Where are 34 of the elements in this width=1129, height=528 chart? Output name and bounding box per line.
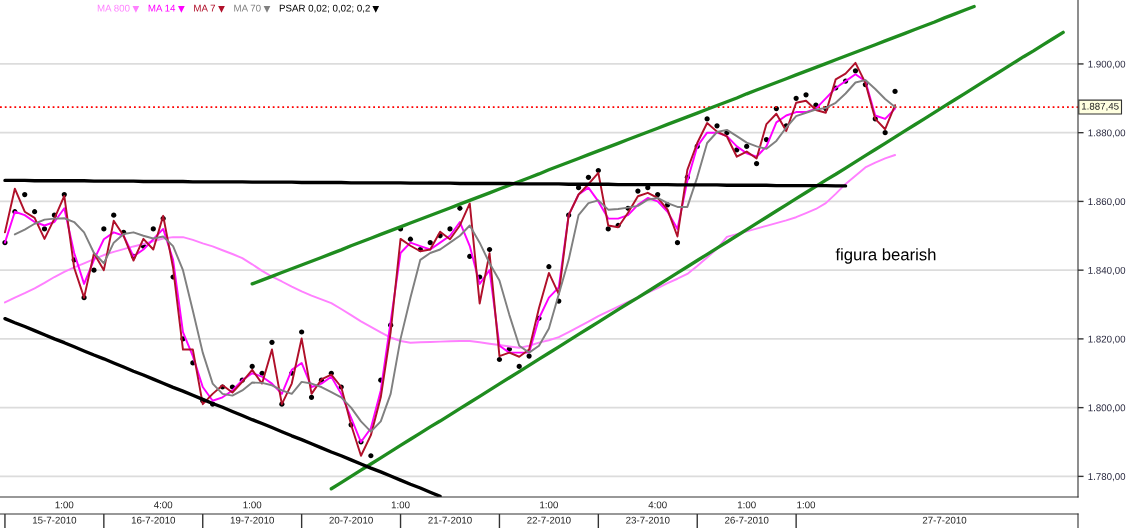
y-tick-label: 1.800,00 — [1088, 404, 1126, 413]
line-series — [250, 4, 976, 286]
line-series — [329, 30, 1065, 491]
annotation: figura bearish — [835, 248, 936, 264]
x-tick-label: 4:00 — [153, 501, 173, 509]
y-tick-label: 1.820,00 — [1088, 335, 1126, 344]
legend-label: PSAR 0,02; 0,02; 0,2 — [279, 4, 370, 13]
y-tick-label: 1.900,00 — [1088, 60, 1126, 69]
category-label: 22-7-2010 — [527, 516, 571, 524]
x-tick-label: 1:00 — [243, 501, 262, 509]
category-label: 16-7-2010 — [131, 516, 176, 524]
category-label: 23-7-2010 — [626, 516, 670, 524]
x-tick-label: 1:00 — [55, 501, 74, 509]
category-label: 19-7-2010 — [230, 516, 274, 524]
category-label: 21-7-2010 — [428, 516, 472, 524]
ref-line-label: 1.887,45 — [1081, 102, 1119, 111]
legend-label: MA 70 — [234, 4, 261, 12]
category-label: 27-7-2010 — [922, 516, 967, 524]
legend-label: MA 14 — [148, 4, 176, 12]
y-tick-label: 1.880,00 — [1088, 129, 1126, 138]
category-label: 15-7-2010 — [32, 516, 77, 524]
x-tick-label: 4:00 — [648, 501, 667, 509]
y-tick-label: 1.860,00 — [1088, 198, 1126, 207]
line-series — [3, 316, 442, 497]
y-tick-label: 1.840,00 — [1088, 266, 1126, 275]
category-label: 26-7-2010 — [725, 516, 769, 524]
x-tick-label: 1:00 — [540, 501, 558, 509]
y-tick-label: 1.780,00 — [1088, 473, 1126, 482]
x-tick-label: 1:00 — [737, 501, 756, 509]
legend-label: MA 7 — [194, 4, 216, 12]
x-tick-label: 1:00 — [797, 501, 816, 509]
x-tick-label: 1:00 — [391, 501, 410, 509]
legend-label: MA 800 — [97, 4, 130, 12]
category-label: 20-7-2010 — [329, 516, 373, 524]
